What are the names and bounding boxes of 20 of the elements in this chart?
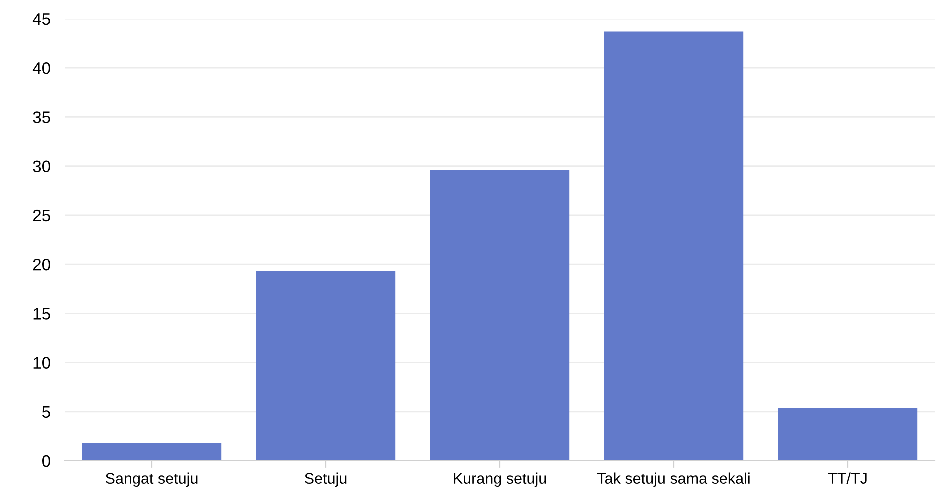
bar <box>256 271 396 461</box>
bar <box>604 32 744 461</box>
x-tick-label: Kurang setuju <box>454 472 546 488</box>
y-tick-label: 5 <box>42 406 50 418</box>
bar <box>778 408 918 461</box>
bar <box>430 170 570 461</box>
x-tick-label: Sangat setuju <box>106 472 198 488</box>
y-tick-label: 35 <box>33 112 50 124</box>
y-tick-label: 30 <box>33 160 50 173</box>
y-tick-label: 45 <box>32 14 50 26</box>
x-tick-label: TT/TJ <box>828 472 867 484</box>
y-tick-label: 40 <box>32 62 50 74</box>
y-tick-label: 25 <box>33 210 50 222</box>
y-tick-label: 0 <box>42 455 50 468</box>
y-tick-label: 10 <box>34 357 50 369</box>
y-tick-label: 20 <box>33 258 50 271</box>
y-tick-label: 15 <box>34 308 50 320</box>
bar <box>82 443 222 461</box>
x-tick-label: Tak setuju sama sekali <box>598 472 750 488</box>
x-tick-label: Setuju <box>305 472 347 488</box>
